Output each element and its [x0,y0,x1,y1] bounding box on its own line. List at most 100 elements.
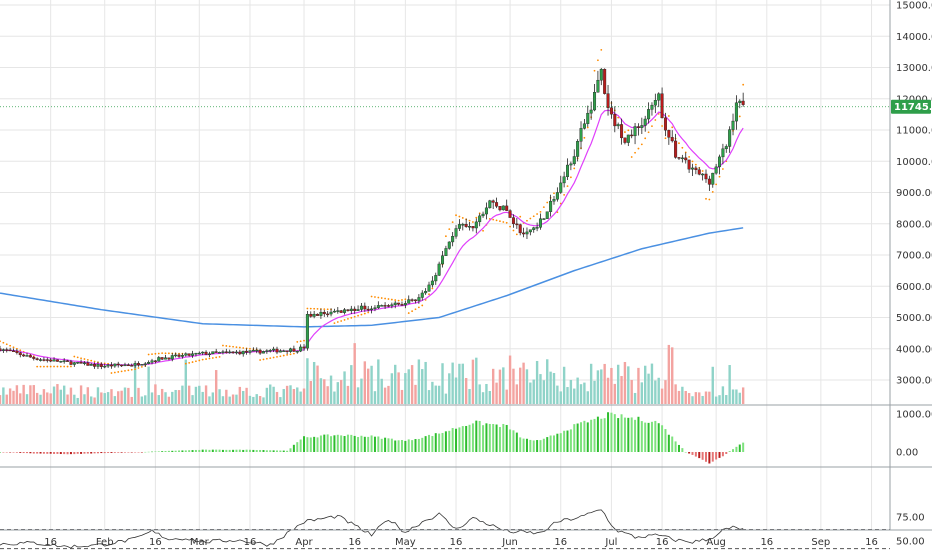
price-tick-label: 8000.00 [896,219,932,230]
candle-body [670,137,674,142]
macd-bar [586,422,589,452]
sar-dot [110,372,113,374]
candle-body [302,346,306,349]
sar-dot [157,352,160,355]
macd-bar [164,450,167,452]
sar-dot [684,151,687,154]
sar-dot [161,352,164,355]
macd-bar [475,420,478,452]
macd-bar [394,440,397,452]
candle-body [93,364,97,367]
sar-dot [49,365,52,368]
volume-bar [282,389,285,404]
macd-axis[interactable]: 1000.00 0.00 [896,410,932,459]
macd-bar [245,449,248,452]
volume-bar [613,383,616,404]
candle-body [238,351,242,355]
macd-bar [411,440,414,452]
candle-body [633,126,637,137]
sar-dot [715,183,718,186]
macd-bar [330,436,333,452]
rsi-axis[interactable]: 75.00 50.00 [896,513,925,548]
sar-dot [222,344,224,347]
candle-body [555,192,559,200]
sar-dot [299,340,302,343]
macd-bar [637,416,640,452]
macd-bar [151,451,154,453]
volume-bar [708,391,711,404]
macd-bar [49,452,52,454]
macd-histogram [0,412,745,464]
volume-bar [394,364,397,404]
macd-bar [583,420,586,452]
macd-bar [306,437,309,452]
macd-bar [208,449,211,452]
macd-bar [640,421,643,452]
volume-bar [130,396,133,404]
candle-body [461,224,465,226]
macd-bar [424,436,427,452]
macd-bar [644,422,647,452]
macd-bar [232,449,235,452]
macd-bar [580,422,583,452]
candle-body [336,310,340,312]
sar-dot [117,371,120,373]
sar-dot [56,365,59,368]
candle-body [508,210,512,218]
candle-body [0,348,2,351]
last-price-badge-bg [891,99,931,114]
time-tick-label: Sep [811,537,830,548]
candle-body [373,307,377,310]
candle-body [52,359,56,362]
volume-bar [15,385,19,404]
candle-body [140,364,144,366]
macd-bar [299,439,302,452]
candle-body [501,205,505,211]
candle-body [332,310,336,313]
sar-dot [279,355,282,358]
macd-bar [32,452,35,454]
macd-bar [346,434,349,452]
candle-body [319,311,323,316]
candle-body [32,356,36,359]
macd-bar [90,452,93,454]
macd-bar [326,434,329,452]
macd-bar [455,428,458,452]
candle-body [184,353,188,356]
macd-bar [681,448,684,452]
candle-body [224,351,228,353]
macd-bar [701,452,704,460]
macd-bar [333,435,336,452]
sar-dot [326,308,329,311]
candle-body [35,358,39,360]
sar-dot [63,365,66,368]
sar-dot [627,129,630,132]
volume-bar [660,388,664,404]
volume-bar [147,366,150,404]
volume-bar [701,395,704,404]
candle-body [160,357,164,360]
candle-body [228,351,232,354]
volume-bars [0,343,745,404]
sar-dot [529,217,532,220]
candle-body [79,362,83,364]
candle-body [45,359,49,361]
macd-bar [377,436,380,452]
macd-bar [657,423,660,452]
volume-bar [140,396,144,404]
time-axis[interactable]: 16 Feb 16 Mar 16 Apr 16 May 16 Jun 16 Jul 16 Aug 16 Sep… [44,537,878,548]
candle-body [241,350,245,355]
candle-body [690,167,694,170]
sar-dot [154,352,157,355]
candle-body [356,309,360,311]
price-axis[interactable]: 15000.0014000.0013000.0012000.0011000.00… [896,1,932,387]
macd-bar [698,452,701,459]
macd-bar [590,419,593,452]
macd-bar [221,449,224,452]
volume-bar [488,391,492,404]
volume-bar [522,362,525,404]
volume-bar [174,389,177,404]
macd-bar [563,430,566,452]
macd-bar [498,427,501,452]
